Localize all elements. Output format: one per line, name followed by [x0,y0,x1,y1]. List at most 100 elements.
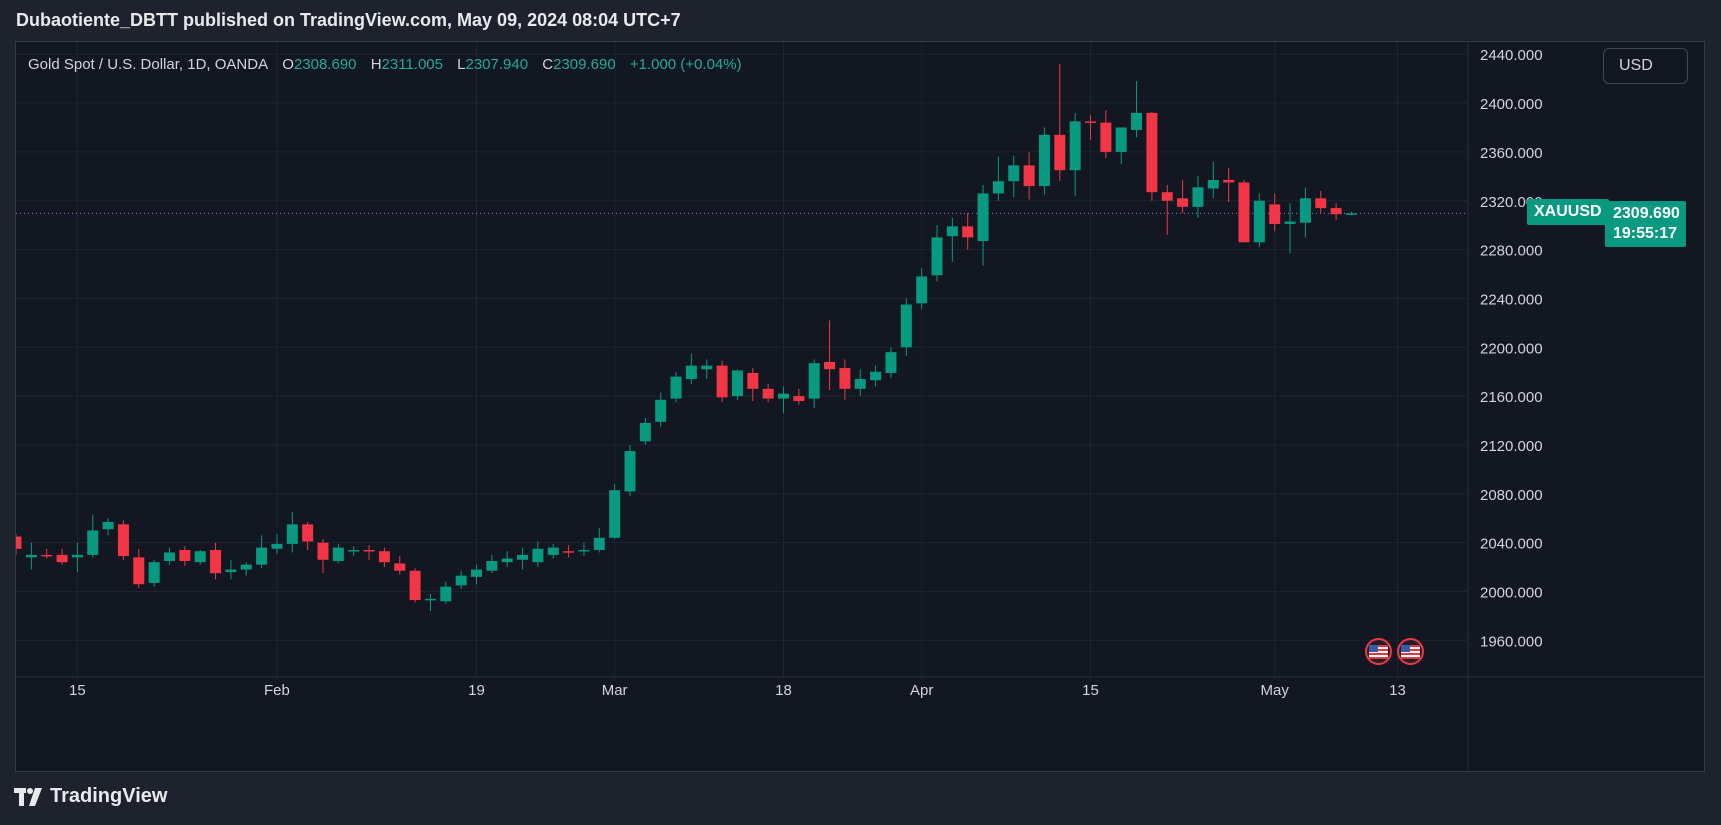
y-tick-label: 2040.000 [1480,536,1543,553]
candle-body [471,569,482,577]
legend-low-value: 2307.940 [465,56,529,73]
candle-body [593,537,605,550]
candle-body [1023,165,1035,187]
candle-body [747,372,759,389]
candle-body [1284,221,1296,224]
candle-body [1330,208,1342,215]
candle-body [1315,198,1327,209]
candle-body [1054,134,1066,171]
legend-close-label: C [542,56,554,73]
candle-body [870,371,882,381]
candle-body [793,396,805,402]
candle-body [685,365,697,380]
candle-body [977,193,989,242]
candle-body [102,521,114,530]
last-price-tag: 2309.690 19:55:17 [1605,201,1686,248]
candle-body [148,562,160,583]
candle-body [348,550,360,552]
candle-body [286,524,298,544]
candle-body [854,379,866,389]
candle-body [1238,182,1250,243]
candle-body [164,552,175,561]
candle-body [701,365,713,370]
candle-body [808,363,820,399]
candle-body [179,550,191,561]
candle-body [87,530,99,555]
candle-body [1345,213,1357,215]
tradingview-brand[interactable]: TradingView [14,785,167,808]
x-tick-label: 15 [69,682,86,699]
candle-body [1131,112,1143,130]
bar-countdown: 19:55:17 [1613,225,1678,243]
candle-body [256,547,268,565]
candle-body [946,226,958,237]
candle-body [517,554,529,560]
publisher-line: Dubaotiente_DBTT published on TradingVie… [16,10,681,30]
candle-body [409,570,421,601]
candle-body [762,388,774,399]
x-tick-label: 13 [1389,682,1406,699]
candle-body [271,543,283,549]
candle-body [440,586,452,602]
candle-body [133,557,145,585]
candle-body [394,563,406,571]
legend-close-value: 2309.690 [553,56,616,73]
y-tick-label: 2200.000 [1480,340,1543,357]
us-flag-icon[interactable] [1365,638,1392,665]
candle-body [778,393,789,399]
us-flag-icon[interactable] [1397,638,1424,665]
legend-open-value: 2308.690 [293,56,357,73]
candlestick-chart[interactable]: 1960.000 2000.000 2040.000 2080.000 2120.000… [16,42,1705,772]
y-tick-label: 2280.000 [1480,243,1543,260]
x-tick-label: Apr [910,682,933,699]
candle-body [71,554,83,558]
y-tick-label: 2440.000 [1480,47,1543,64]
candle-body [624,451,636,492]
candle-body [16,536,22,549]
candle-body [1177,198,1189,207]
currency-button[interactable]: USD [1603,48,1688,84]
x-tick-label: Feb [264,682,290,699]
tradingview-logo-icon [14,787,42,806]
candle-body [578,550,590,552]
candle-body [885,352,897,373]
y-tick-label: 2000.000 [1480,585,1543,602]
y-tick-label: 2240.000 [1480,291,1543,308]
y-tick-label: 2080.000 [1480,487,1543,504]
candle-body [655,399,667,422]
candle-body [424,598,436,601]
candle-body [486,560,498,571]
candle-body [532,548,544,563]
candle-body [900,304,912,348]
candle-body [225,569,237,572]
legend-high-value: 2311.005 [381,56,443,73]
candle-body [455,575,467,586]
candle-body [1253,200,1265,243]
candle-body [1269,204,1281,224]
y-tick-label: 2360.000 [1480,145,1543,162]
legend-open-label: O [282,56,294,73]
x-tick-label: Mar [602,682,628,699]
candle-body [731,370,743,397]
candle-body [117,524,129,557]
y-tick-label: 1960.000 [1480,633,1543,650]
candle-body [363,550,375,552]
y-tick-label: 2120.000 [1480,438,1543,455]
candle-body [1299,198,1311,223]
x-tick-label: May [1261,682,1290,699]
candle-body [563,551,575,553]
ohlc-legend: Gold Spot / U.S. Dollar, 1D, OANDA O2308… [28,56,742,73]
candle-body [1161,192,1173,201]
candle-body [824,361,836,370]
candle-body [1223,179,1235,183]
legend-symbol: Gold Spot / U.S. Dollar, 1D, OANDA [28,56,269,73]
legend-low-label: L [457,56,466,73]
chart-panel[interactable]: 1960.000 2000.000 2040.000 2080.000 2120.000… [15,41,1705,772]
candle-body [839,368,851,389]
x-tick-label: 19 [468,682,485,699]
x-tick-label: 18 [775,682,792,699]
candle-body [378,551,390,563]
candle-body [25,554,37,558]
candle-body [317,542,329,560]
candle-body [716,365,728,398]
